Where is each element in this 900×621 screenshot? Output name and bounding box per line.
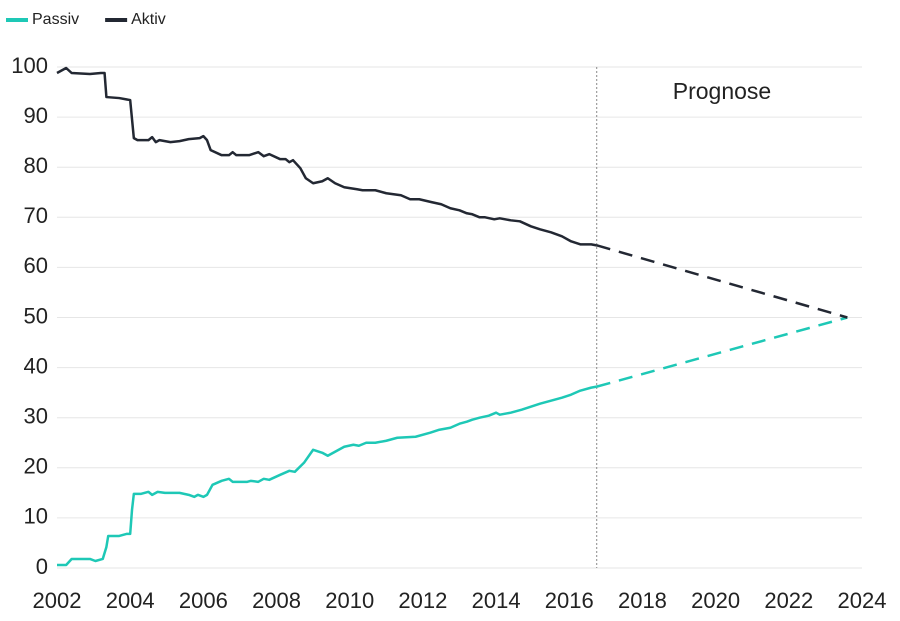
x-tick-label: 2012 [398, 588, 447, 613]
y-tick-label: 0 [36, 554, 48, 579]
y-tick-label: 70 [24, 203, 48, 228]
y-tick-label: 80 [24, 153, 48, 178]
x-tick-label: 2022 [764, 588, 813, 613]
x-tick-label: 2018 [618, 588, 667, 613]
forecast-line [596, 244, 848, 319]
x-tick-label: 2010 [325, 588, 374, 613]
y-tick-label: 20 [24, 454, 48, 479]
y-tick-label: 40 [24, 353, 48, 378]
x-tick-label: 2008 [252, 588, 301, 613]
y-tick-label: 10 [24, 504, 48, 529]
y-tick-label: 50 [24, 303, 48, 328]
legend-label: Passiv [32, 11, 79, 28]
x-tick-label: 2002 [33, 588, 82, 613]
y-tick-label: 100 [11, 53, 48, 78]
y-tick-label: 30 [24, 404, 48, 429]
series-line [56, 66, 597, 247]
x-tick-label: 2006 [179, 588, 228, 613]
forecast-line [596, 316, 848, 388]
y-tick-label: 90 [24, 103, 48, 128]
x-tick-label: 2016 [545, 588, 594, 613]
y-tick-label: 60 [24, 253, 48, 278]
annotation: Prognose [673, 78, 771, 104]
x-tick-label: 2004 [106, 588, 155, 613]
series-line [57, 385, 597, 567]
x-tick-label: 2020 [691, 588, 740, 613]
x-tick-label: 2024 [838, 588, 887, 613]
x-tick-label: 2014 [472, 588, 521, 613]
legend-label: Aktiv [131, 11, 166, 28]
